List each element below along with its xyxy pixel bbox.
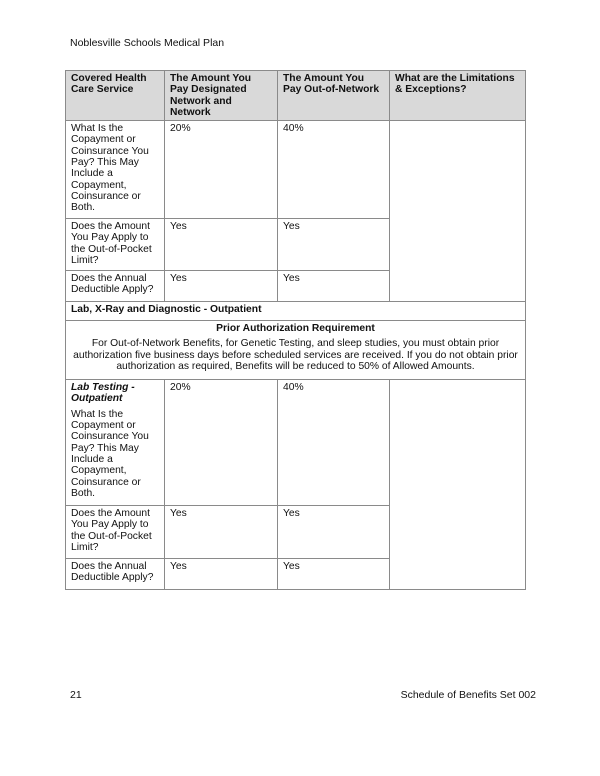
out-of-network-cell: Yes	[277, 505, 390, 560]
section-row: Lab, X-Ray and Diagnostic - Outpatient	[65, 301, 526, 322]
network-cell: Yes	[164, 270, 278, 303]
prior-auth-title: Prior Authorization Requirement	[216, 323, 375, 335]
column-header: The Amount You Pay Out-of-Network	[277, 69, 390, 122]
question-cell: Lab Testing - Outpatient What Is the Copa…	[65, 379, 165, 507]
prior-auth-cell: Prior Authorization Requirement For Out-…	[65, 320, 526, 381]
out-of-network-cell: Yes	[277, 558, 390, 591]
prior-auth-text: For Out-of-Network Benefits, for Genetic…	[73, 338, 518, 373]
benefits-table: Covered Health Care Service The Amount Y…	[65, 69, 526, 591]
page-number: 21	[70, 689, 82, 701]
out-of-network-cell: Yes	[277, 270, 390, 303]
question-cell: What Is the Copayment or Coinsurance You…	[65, 120, 165, 220]
question-cell: Does the Annual Deductible Apply?	[65, 270, 165, 303]
table-row: Lab Testing - Outpatient What Is the Copa…	[65, 379, 526, 591]
network-cell: 20%	[164, 120, 278, 220]
question-cell: Does the Amount You Pay Apply to the Out…	[65, 505, 165, 560]
network-cell: Yes	[164, 558, 278, 591]
network-cell: Yes	[164, 505, 278, 560]
out-of-network-cell: Yes	[277, 218, 390, 272]
limitations-cell	[389, 379, 526, 591]
question-cell: Does the Amount You Pay Apply to the Out…	[65, 218, 165, 272]
table-row: Does the Annual Deductible Apply? Yes Ye…	[65, 558, 526, 591]
footer-title: Schedule of Benefits Set 002	[400, 689, 536, 701]
column-header: Covered Health Care Service	[65, 69, 165, 122]
column-header: The Amount You Pay Designated Network an…	[164, 69, 278, 122]
limitations-cell	[389, 120, 526, 303]
question-text: What Is the Copayment or Coinsurance You…	[71, 408, 149, 499]
page-header: Noblesville Schools Medical Plan	[70, 37, 225, 49]
network-cell: 20%	[164, 379, 278, 507]
table-row: Does the Annual Deductible Apply? Yes Ye…	[65, 270, 526, 303]
network-cell: Yes	[164, 218, 278, 272]
service-name: Lab Testing - Outpatient	[71, 382, 135, 405]
column-header: What are the Limitations & Exceptions?	[389, 69, 526, 122]
question-cell: Does the Annual Deductible Apply?	[65, 558, 165, 591]
prior-auth-row: Prior Authorization Requirement For Out-…	[65, 320, 526, 381]
out-of-network-cell: 40%	[277, 379, 390, 507]
section-title: Lab, X-Ray and Diagnostic - Outpatient	[65, 301, 526, 322]
table-row: Does the Amount You Pay Apply to the Out…	[65, 505, 526, 560]
out-of-network-cell: 40%	[277, 120, 390, 220]
table-row: What Is the Copayment or Coinsurance You…	[65, 120, 526, 303]
table-header-row: Covered Health Care Service The Amount Y…	[65, 69, 526, 122]
